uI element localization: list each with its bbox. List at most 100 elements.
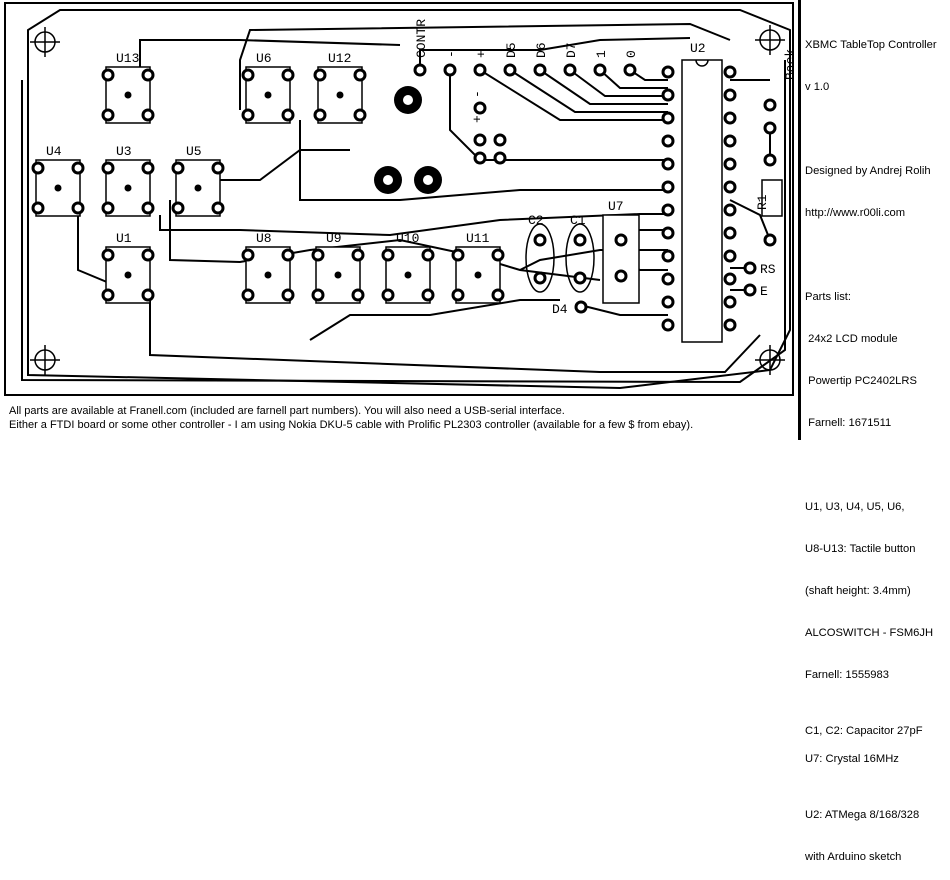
tactile-buttons: U13 U6 U12 U4 U3 U5 U1 U8 U9 U10 U11 bbox=[31, 51, 505, 304]
button-label: U11 bbox=[466, 231, 490, 246]
button-label: U12 bbox=[328, 51, 351, 66]
crystal-line: U7: Crystal 16MHz bbox=[805, 753, 899, 765]
mount-hole-top-left bbox=[30, 27, 60, 57]
u2-pin bbox=[661, 249, 675, 263]
u2-pin bbox=[661, 295, 675, 309]
button-u12: U12 bbox=[313, 51, 367, 124]
traces bbox=[21, 9, 791, 390]
header-label: + bbox=[474, 50, 489, 58]
capacitor-c2 bbox=[525, 223, 555, 293]
r1-pad bbox=[763, 233, 777, 247]
button-label: U8 bbox=[256, 231, 272, 246]
lcd-block: Parts list: 24x2 LCD module Powertip PC2… bbox=[805, 262, 950, 458]
u2-pin bbox=[723, 295, 737, 309]
buttons-line: (shaft height: 3.4mm) bbox=[805, 585, 911, 597]
mount-hole-top-right bbox=[755, 25, 785, 55]
u2-pin bbox=[661, 157, 675, 171]
u2-pin bbox=[723, 318, 737, 332]
project-title: XBMC TableTop Controller bbox=[805, 39, 937, 51]
designer-url: http://www.r00li.com bbox=[805, 207, 906, 219]
u2-pin bbox=[723, 226, 737, 240]
u2-pin bbox=[661, 203, 675, 217]
button-label: U5 bbox=[186, 144, 202, 159]
button-u10: U10 bbox=[381, 231, 435, 304]
large-holes bbox=[374, 86, 442, 194]
u2-pin bbox=[661, 180, 675, 194]
header-pad bbox=[593, 63, 607, 77]
mcu-line: with Arduino sketch bbox=[805, 851, 902, 863]
back-button-pads bbox=[763, 98, 777, 167]
header-label: - bbox=[444, 50, 459, 58]
u2-pin bbox=[661, 88, 675, 102]
button-label: U6 bbox=[256, 51, 272, 66]
footer-notes: All parts are available at Franell.com (… bbox=[9, 404, 799, 432]
rs-pad bbox=[743, 261, 757, 275]
buttons-line: U8-U13: Tactile button bbox=[805, 543, 916, 555]
u2-pin bbox=[723, 203, 737, 217]
title-block: XBMC TableTop Controller v 1.0 bbox=[805, 10, 950, 122]
button-label: U10 bbox=[396, 231, 419, 246]
mount-hole-bottom-left bbox=[30, 345, 60, 375]
d4-pad bbox=[574, 300, 588, 314]
pcb-board: U13 U6 U12 U4 U3 U5 U1 U8 U9 U10 U11 CONTR - + D5 D6 D7… bbox=[4, 2, 798, 396]
power-pads bbox=[473, 101, 507, 165]
header-pad bbox=[533, 63, 547, 77]
u2-pin bbox=[723, 249, 737, 263]
mcu-block: U2: ATMega 8/168/328 with Arduino sketch bbox=[805, 780, 950, 880]
d4-label: D4 bbox=[552, 302, 568, 317]
button-label: U13 bbox=[116, 51, 139, 66]
u2-pin bbox=[661, 318, 675, 332]
u7-crystal bbox=[602, 214, 640, 304]
project-version: v 1.0 bbox=[805, 81, 830, 93]
mount-hole-bottom-right bbox=[755, 345, 785, 375]
header-pad bbox=[563, 63, 577, 77]
u2-pin bbox=[723, 65, 737, 79]
button-label: U3 bbox=[116, 144, 132, 159]
caps-line: C1, C2: Capacitor 27pF bbox=[805, 725, 923, 737]
power-plus-label: + bbox=[470, 115, 485, 123]
board-outline bbox=[4, 2, 794, 396]
header-label: 1 bbox=[594, 50, 609, 58]
button-u1: U1 bbox=[101, 231, 155, 304]
u2-pin bbox=[661, 111, 675, 125]
e-pad bbox=[743, 283, 757, 297]
u2-pin bbox=[661, 226, 675, 240]
button-label: U4 bbox=[46, 144, 62, 159]
button-u13: U13 bbox=[101, 51, 155, 124]
button-u9: U9 bbox=[311, 231, 365, 304]
lcd-header: CONTR - + D5 D6 D7 1 0 bbox=[413, 19, 639, 77]
button-u4: U4 bbox=[31, 144, 85, 217]
header-pad bbox=[473, 63, 487, 77]
buttons-line: ALCOSWITCH - FSM6JH bbox=[805, 627, 934, 639]
buttons-block: U1, U3, U4, U5, U6, U8-U13: Tactile butt… bbox=[805, 472, 950, 710]
header-pad bbox=[443, 63, 457, 77]
e-label: E bbox=[760, 284, 768, 299]
buttons-line: U1, U3, U4, U5, U6, bbox=[805, 501, 905, 513]
button-label: U1 bbox=[116, 231, 132, 246]
mcu-line: U2: ATMega 8/168/328 bbox=[805, 809, 920, 821]
parts-sidebar: XBMC TableTop Controller v 1.0 Designed … bbox=[805, 0, 950, 863]
u2-label: U2 bbox=[690, 41, 706, 56]
button-u3: U3 bbox=[101, 144, 155, 217]
u2-pin bbox=[723, 180, 737, 194]
separator-line bbox=[798, 0, 801, 440]
header-label: D6 bbox=[534, 42, 549, 58]
rs-label: RS bbox=[760, 262, 776, 277]
u2-pin bbox=[661, 65, 675, 79]
lcd-line: 24x2 LCD module bbox=[805, 333, 898, 345]
lcd-line: Powertip PC2402LRS bbox=[805, 375, 917, 387]
designer-block: Designed by Andrej Rolih http://www.r00l… bbox=[805, 136, 950, 248]
u2-pin bbox=[661, 134, 675, 148]
u7-label: U7 bbox=[608, 199, 624, 214]
header-pad bbox=[503, 63, 517, 77]
back-label: Back bbox=[783, 49, 798, 80]
header-label: CONTR bbox=[414, 19, 429, 58]
u2-pin bbox=[723, 111, 737, 125]
c1-label: C1 bbox=[570, 213, 586, 228]
footer-line-2: Either a FTDI board or some other contro… bbox=[9, 419, 694, 431]
r1-label: R1 bbox=[755, 194, 770, 210]
c2-label: C2 bbox=[528, 213, 544, 228]
button-label: U9 bbox=[326, 231, 342, 246]
u2-chip bbox=[661, 59, 737, 343]
header-label: D5 bbox=[504, 42, 519, 58]
